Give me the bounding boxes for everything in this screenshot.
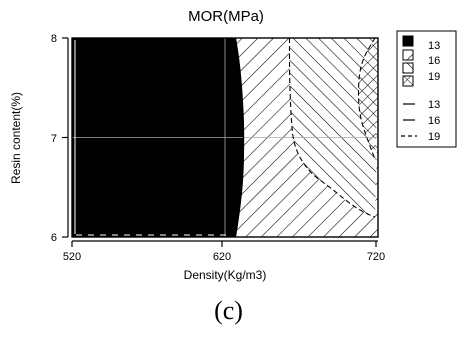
figure-caption: (c) bbox=[214, 296, 243, 325]
legend-swatch-16 bbox=[402, 49, 414, 61]
legend-label-line-19: 19 bbox=[428, 131, 440, 143]
plot-frame bbox=[71, 37, 379, 238]
y-tick-label-7: 7 bbox=[51, 133, 57, 145]
legend-label-fill-13: 13 bbox=[428, 40, 440, 52]
legend-swatch-13 bbox=[402, 35, 414, 47]
x-tick-label-620: 620 bbox=[213, 251, 231, 263]
legend-label-line-16: 16 bbox=[428, 115, 440, 127]
axes: 8 7 6 520 620 720 Density(Kg/m3) Resin c… bbox=[9, 33, 385, 282]
x-axis-label: Density(Kg/m3) bbox=[184, 268, 267, 282]
region-crosshatch bbox=[358, 38, 378, 160]
y-tick-label-6: 6 bbox=[51, 232, 57, 244]
y-tick-label-8: 8 bbox=[51, 33, 57, 45]
y-axis-label: Resin content(%) bbox=[9, 92, 23, 184]
contour-line-16 bbox=[288, 38, 376, 218]
contour-line-13 bbox=[234, 38, 245, 237]
legend: 13 16 19 13 16 19 bbox=[396, 30, 457, 148]
legend-swatch-crosshatch bbox=[402, 75, 414, 87]
chart-title: MOR(MPa) bbox=[188, 8, 264, 25]
legend-label-fill-16: 16 bbox=[428, 55, 440, 67]
contour-line-19 bbox=[357, 38, 376, 160]
x-tick-label-520: 520 bbox=[63, 251, 81, 263]
x-tick-label-720: 720 bbox=[367, 251, 385, 263]
grid-lines bbox=[72, 38, 378, 237]
legend-frame bbox=[396, 30, 457, 148]
legend-label-fill-19: 19 bbox=[428, 71, 440, 83]
legend-label-line-13: 13 bbox=[428, 99, 440, 111]
plot-area bbox=[72, 38, 378, 237]
legend-swatch-19 bbox=[402, 62, 414, 74]
